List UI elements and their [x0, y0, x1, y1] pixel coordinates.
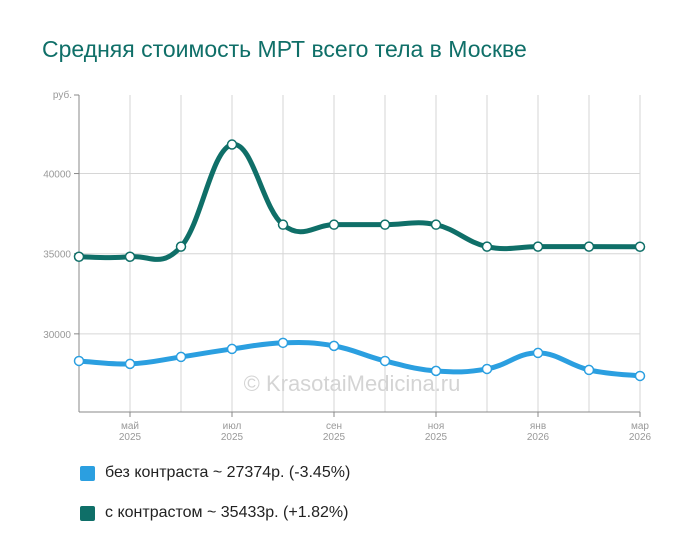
data-point [481, 241, 493, 252]
tick-labels: 300003500040000руб.май2025июл2025сен2025… [43, 89, 651, 443]
x-tick-label-year: 2025 [425, 432, 448, 443]
chart-title: Средняя стоимость МРТ всего тела в Москв… [42, 36, 527, 62]
data-point [328, 340, 340, 352]
data-point [226, 139, 238, 150]
legend-item-no-contrast[interactable]: без контраста ~ 27374р. (-3.45%) [80, 462, 350, 484]
legend-swatch [80, 465, 95, 481]
data-point [328, 219, 340, 230]
series-with-contrast [73, 139, 646, 262]
data-point [532, 241, 544, 252]
legend-label: без контраста ~ 27374р. (-3.45%) [105, 464, 351, 481]
y-tick-label: 30000 [43, 330, 71, 341]
data-point [379, 355, 391, 367]
data-point [430, 219, 442, 230]
data-point [379, 219, 391, 230]
data-point [583, 241, 595, 252]
y-axis-unit-label: руб. [53, 89, 72, 101]
x-tick-label-month: июл [223, 421, 242, 432]
x-tick-label-year: 2025 [119, 432, 142, 443]
x-tick-label-month: янв [530, 421, 546, 432]
legend-item-with-contrast[interactable]: с контрастом ~ 35433р. (+1.82%) [80, 502, 350, 524]
watermark: © KrasotaiMedicina.ru [244, 371, 461, 396]
axes [74, 94, 641, 417]
data-point [583, 364, 595, 376]
series-no-contrast [73, 337, 646, 382]
x-tick-label-year: 2026 [527, 432, 550, 443]
grid [79, 95, 641, 412]
data-point [634, 370, 646, 382]
x-tick-label-month: мар [631, 421, 649, 432]
x-tick-label-month: май [121, 421, 139, 432]
data-point [481, 363, 493, 375]
data-point [430, 365, 442, 377]
x-tick-label-month: сен [326, 421, 342, 432]
legend-label: с контрастом ~ 35433р. (+1.82%) [105, 504, 349, 521]
data-point [73, 355, 85, 367]
y-tick-label: 35000 [43, 250, 71, 261]
x-tick-label-year: 2026 [629, 432, 652, 443]
series-group [73, 139, 646, 382]
y-tick-label: 40000 [43, 170, 71, 181]
series-line [76, 142, 643, 262]
legend-swatch [80, 505, 95, 521]
data-point [175, 351, 187, 363]
data-point [532, 347, 544, 359]
x-tick-label-month: ноя [428, 421, 445, 432]
data-point [226, 343, 238, 355]
data-point [277, 337, 289, 349]
data-point [175, 241, 187, 252]
x-tick-label-year: 2025 [221, 432, 244, 443]
x-tick-label-year: 2025 [323, 432, 346, 443]
data-point [277, 219, 289, 230]
legend: без контраста ~ 27374р. (-3.45%) с контр… [80, 462, 350, 542]
data-point [634, 241, 646, 253]
data-point [124, 358, 136, 370]
data-point [124, 251, 136, 262]
data-point [73, 251, 85, 262]
